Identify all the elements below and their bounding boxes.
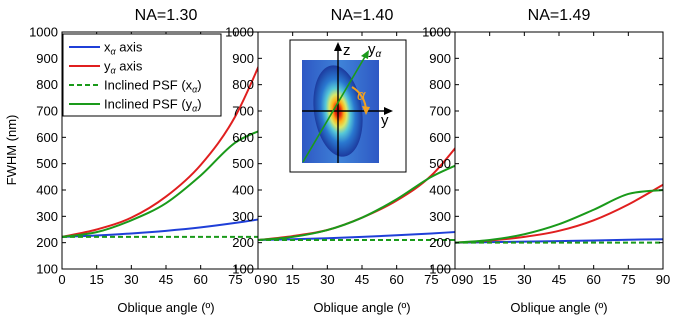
alpha-label: α <box>357 87 366 104</box>
x-tick-label: 0 <box>254 272 261 287</box>
panel-title: NA=1.30 <box>135 7 198 24</box>
y-tick-label: 600 <box>36 130 58 145</box>
x-tick-label: 75 <box>424 272 438 287</box>
legend-entry: Inclined PSF (xα) <box>104 78 202 95</box>
x-axis-label: Oblique angle (º) <box>117 300 214 315</box>
ya-axis-line <box>302 54 367 163</box>
y-tick-label: 300 <box>429 209 451 224</box>
y-tick-label: 700 <box>232 104 254 119</box>
x-tick-label: 45 <box>552 272 566 287</box>
y-tick-label: 200 <box>232 235 254 250</box>
x-tick-label: 75 <box>621 272 635 287</box>
y-tick-label: 900 <box>429 51 451 66</box>
x-tick-label: 30 <box>517 272 531 287</box>
y-tick-label: 300 <box>36 209 58 224</box>
panel-title: NA=1.40 <box>331 7 394 24</box>
y-tick-label: 900 <box>36 51 58 66</box>
y-axis-label: FWHM (nm) <box>4 115 19 186</box>
ya-label: yα <box>368 41 382 60</box>
y-tick-label: 100 <box>36 262 58 277</box>
series-x-alpha-line <box>62 216 270 238</box>
legend-entry: Inclined PSF (yα) <box>104 97 202 114</box>
psf-inset: z y yα α <box>289 39 407 173</box>
x-tick-label: 45 <box>355 272 369 287</box>
y-tick-label: 200 <box>36 235 58 250</box>
y-tick-label: 100 <box>429 262 451 277</box>
x-tick-label: 75 <box>228 272 242 287</box>
x-tick-label: 90 <box>656 272 670 287</box>
z-label: z <box>343 42 351 59</box>
x-tick-label: 90 <box>263 272 277 287</box>
x-tick-label: 0 <box>58 272 65 287</box>
y-tick-label: 500 <box>232 156 254 171</box>
y-tick-label: 500 <box>36 156 58 171</box>
y-tick-label: 800 <box>36 77 58 92</box>
x-tick-label: 60 <box>586 272 600 287</box>
x-tick-label: 30 <box>320 272 334 287</box>
x-tick-label: 15 <box>89 272 103 287</box>
y-tick-label: 800 <box>232 77 254 92</box>
x-tick-label: 30 <box>124 272 138 287</box>
panel-title: NA=1.49 <box>528 7 591 24</box>
x-axis-label: Oblique angle (º) <box>313 300 410 315</box>
y-tick-label: 1000 <box>225 25 254 40</box>
y-tick-label: 600 <box>429 130 451 145</box>
y-tick-label: 400 <box>232 183 254 198</box>
x-tick-label: 15 <box>482 272 496 287</box>
series-y-alpha-line <box>62 39 270 238</box>
y-tick-label: 1000 <box>422 25 451 40</box>
panel-na-1-49: 100 200 300 400 500 600 700 800 900 1000 0 15 30 45 60… <box>422 7 670 315</box>
y-tick-label: 600 <box>232 130 254 145</box>
y-tick-label: 700 <box>429 104 451 119</box>
alpha-arrowhead <box>362 106 370 115</box>
x-tick-label: 60 <box>193 272 207 287</box>
y-tick-label: 700 <box>36 104 58 119</box>
y-tick-label: 1000 <box>29 25 58 40</box>
y-tick-label: 800 <box>429 77 451 92</box>
y-tick-label: 500 <box>429 156 451 171</box>
series-psf-y-alpha-line <box>62 125 270 238</box>
z-axis-arrowhead <box>334 42 342 51</box>
y-tick-label: 300 <box>232 209 254 224</box>
series-group <box>258 134 466 242</box>
y-label: y <box>381 112 389 129</box>
legend-entry: yα axis <box>104 59 143 76</box>
x-tick-label: 45 <box>159 272 173 287</box>
series-group <box>455 183 663 244</box>
x-tick-label: 60 <box>389 272 403 287</box>
legend: xα axis yα axis Inclined PSF (xα) Inclined … <box>62 33 222 117</box>
y-axis-arrowhead <box>384 107 393 115</box>
y-tick-label: 200 <box>429 235 451 250</box>
y-tick-label: 400 <box>429 183 451 198</box>
legend-entry: xα axis <box>104 40 143 57</box>
y-tick-label: 900 <box>232 51 254 66</box>
x-tick-label: 15 <box>285 272 299 287</box>
x-tick-label: 90 <box>459 272 473 287</box>
series-psf-y-alpha-line <box>455 189 663 244</box>
y-tick-label: 400 <box>36 183 58 198</box>
x-tick-label: 0 <box>451 272 458 287</box>
ya-axis-arrowhead <box>361 50 369 59</box>
y-tick-label: 100 <box>232 262 254 277</box>
x-axis-label: Oblique angle (º) <box>510 300 607 315</box>
plot-area <box>455 32 663 269</box>
series-group <box>62 39 270 238</box>
series-psf-y-alpha-line <box>258 160 466 242</box>
